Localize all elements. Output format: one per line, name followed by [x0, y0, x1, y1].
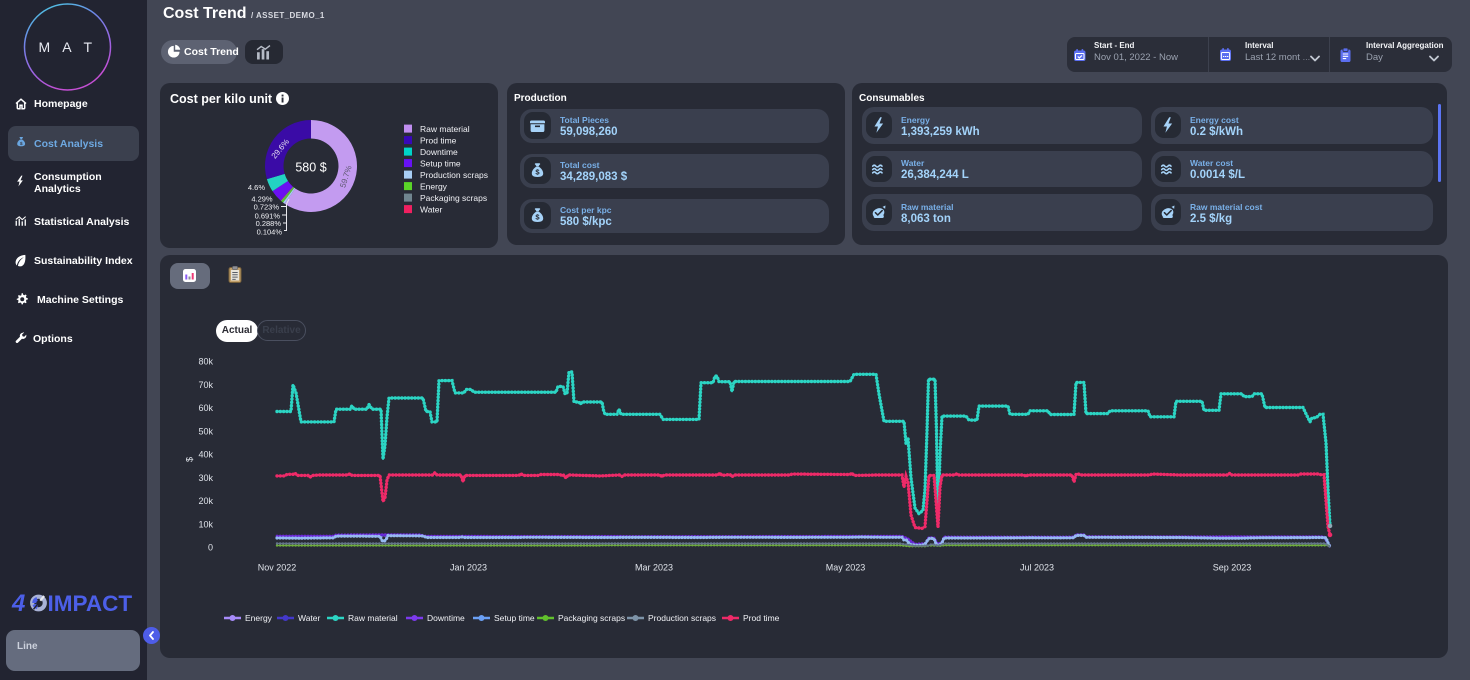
svg-text:Nov 2022: Nov 2022: [258, 563, 297, 573]
svg-text:0.691%: 0.691%: [255, 212, 281, 221]
svg-text:40k: 40k: [198, 450, 213, 460]
svg-text:Prod time: Prod time: [743, 613, 780, 623]
svg-text:Jan 2023: Jan 2023: [450, 563, 487, 573]
svg-text:0.288%: 0.288%: [256, 219, 282, 228]
svg-text:0.104%: 0.104%: [257, 228, 283, 237]
svg-text:Setup time: Setup time: [420, 158, 461, 168]
svg-text:M A T: M A T: [38, 39, 96, 55]
svg-text:Water: Water: [420, 204, 443, 214]
svg-text:Setup time: Setup time: [494, 613, 535, 623]
svg-text:70k: 70k: [198, 380, 213, 390]
svg-text:4.29%: 4.29%: [251, 195, 273, 204]
svg-text:Downtime: Downtime: [420, 147, 458, 157]
svg-text:$: $: [19, 141, 22, 147]
svg-text:Raw material: Raw material: [420, 124, 470, 134]
svg-text:May 2023: May 2023: [826, 563, 866, 573]
svg-text:4: 4: [11, 592, 25, 614]
svg-text:Downtime: Downtime: [427, 613, 465, 623]
svg-text:4.6%: 4.6%: [248, 183, 265, 192]
svg-text:Energy: Energy: [245, 613, 273, 623]
svg-text:Production scraps: Production scraps: [420, 170, 488, 180]
svg-text:Water: Water: [298, 613, 321, 623]
svg-text:$: $: [535, 213, 540, 222]
svg-text:Raw material: Raw material: [348, 613, 398, 623]
svg-text:60k: 60k: [198, 403, 213, 413]
svg-text:Production scraps: Production scraps: [648, 613, 716, 623]
svg-text:0.723%: 0.723%: [254, 203, 280, 212]
svg-text:580 $: 580 $: [295, 161, 326, 175]
svg-text:Packaging scraps: Packaging scraps: [420, 193, 487, 203]
svg-text:Jul 2023: Jul 2023: [1020, 563, 1054, 573]
svg-text:$: $: [185, 457, 195, 462]
svg-text:50k: 50k: [198, 426, 213, 436]
svg-text:Prod time: Prod time: [420, 135, 457, 145]
svg-text:$: $: [535, 168, 540, 177]
svg-text:20k: 20k: [198, 496, 213, 506]
svg-text:Packaging scraps: Packaging scraps: [558, 613, 625, 623]
svg-text:Sep 2023: Sep 2023: [1213, 563, 1252, 573]
svg-text:80k: 80k: [198, 357, 213, 367]
svg-text:IMPACT: IMPACT: [48, 592, 133, 614]
svg-text:10k: 10k: [198, 520, 213, 530]
svg-text:0: 0: [208, 543, 213, 553]
svg-text:Mar 2023: Mar 2023: [635, 563, 673, 573]
svg-text:30k: 30k: [198, 473, 213, 483]
svg-text:Energy: Energy: [420, 181, 448, 191]
